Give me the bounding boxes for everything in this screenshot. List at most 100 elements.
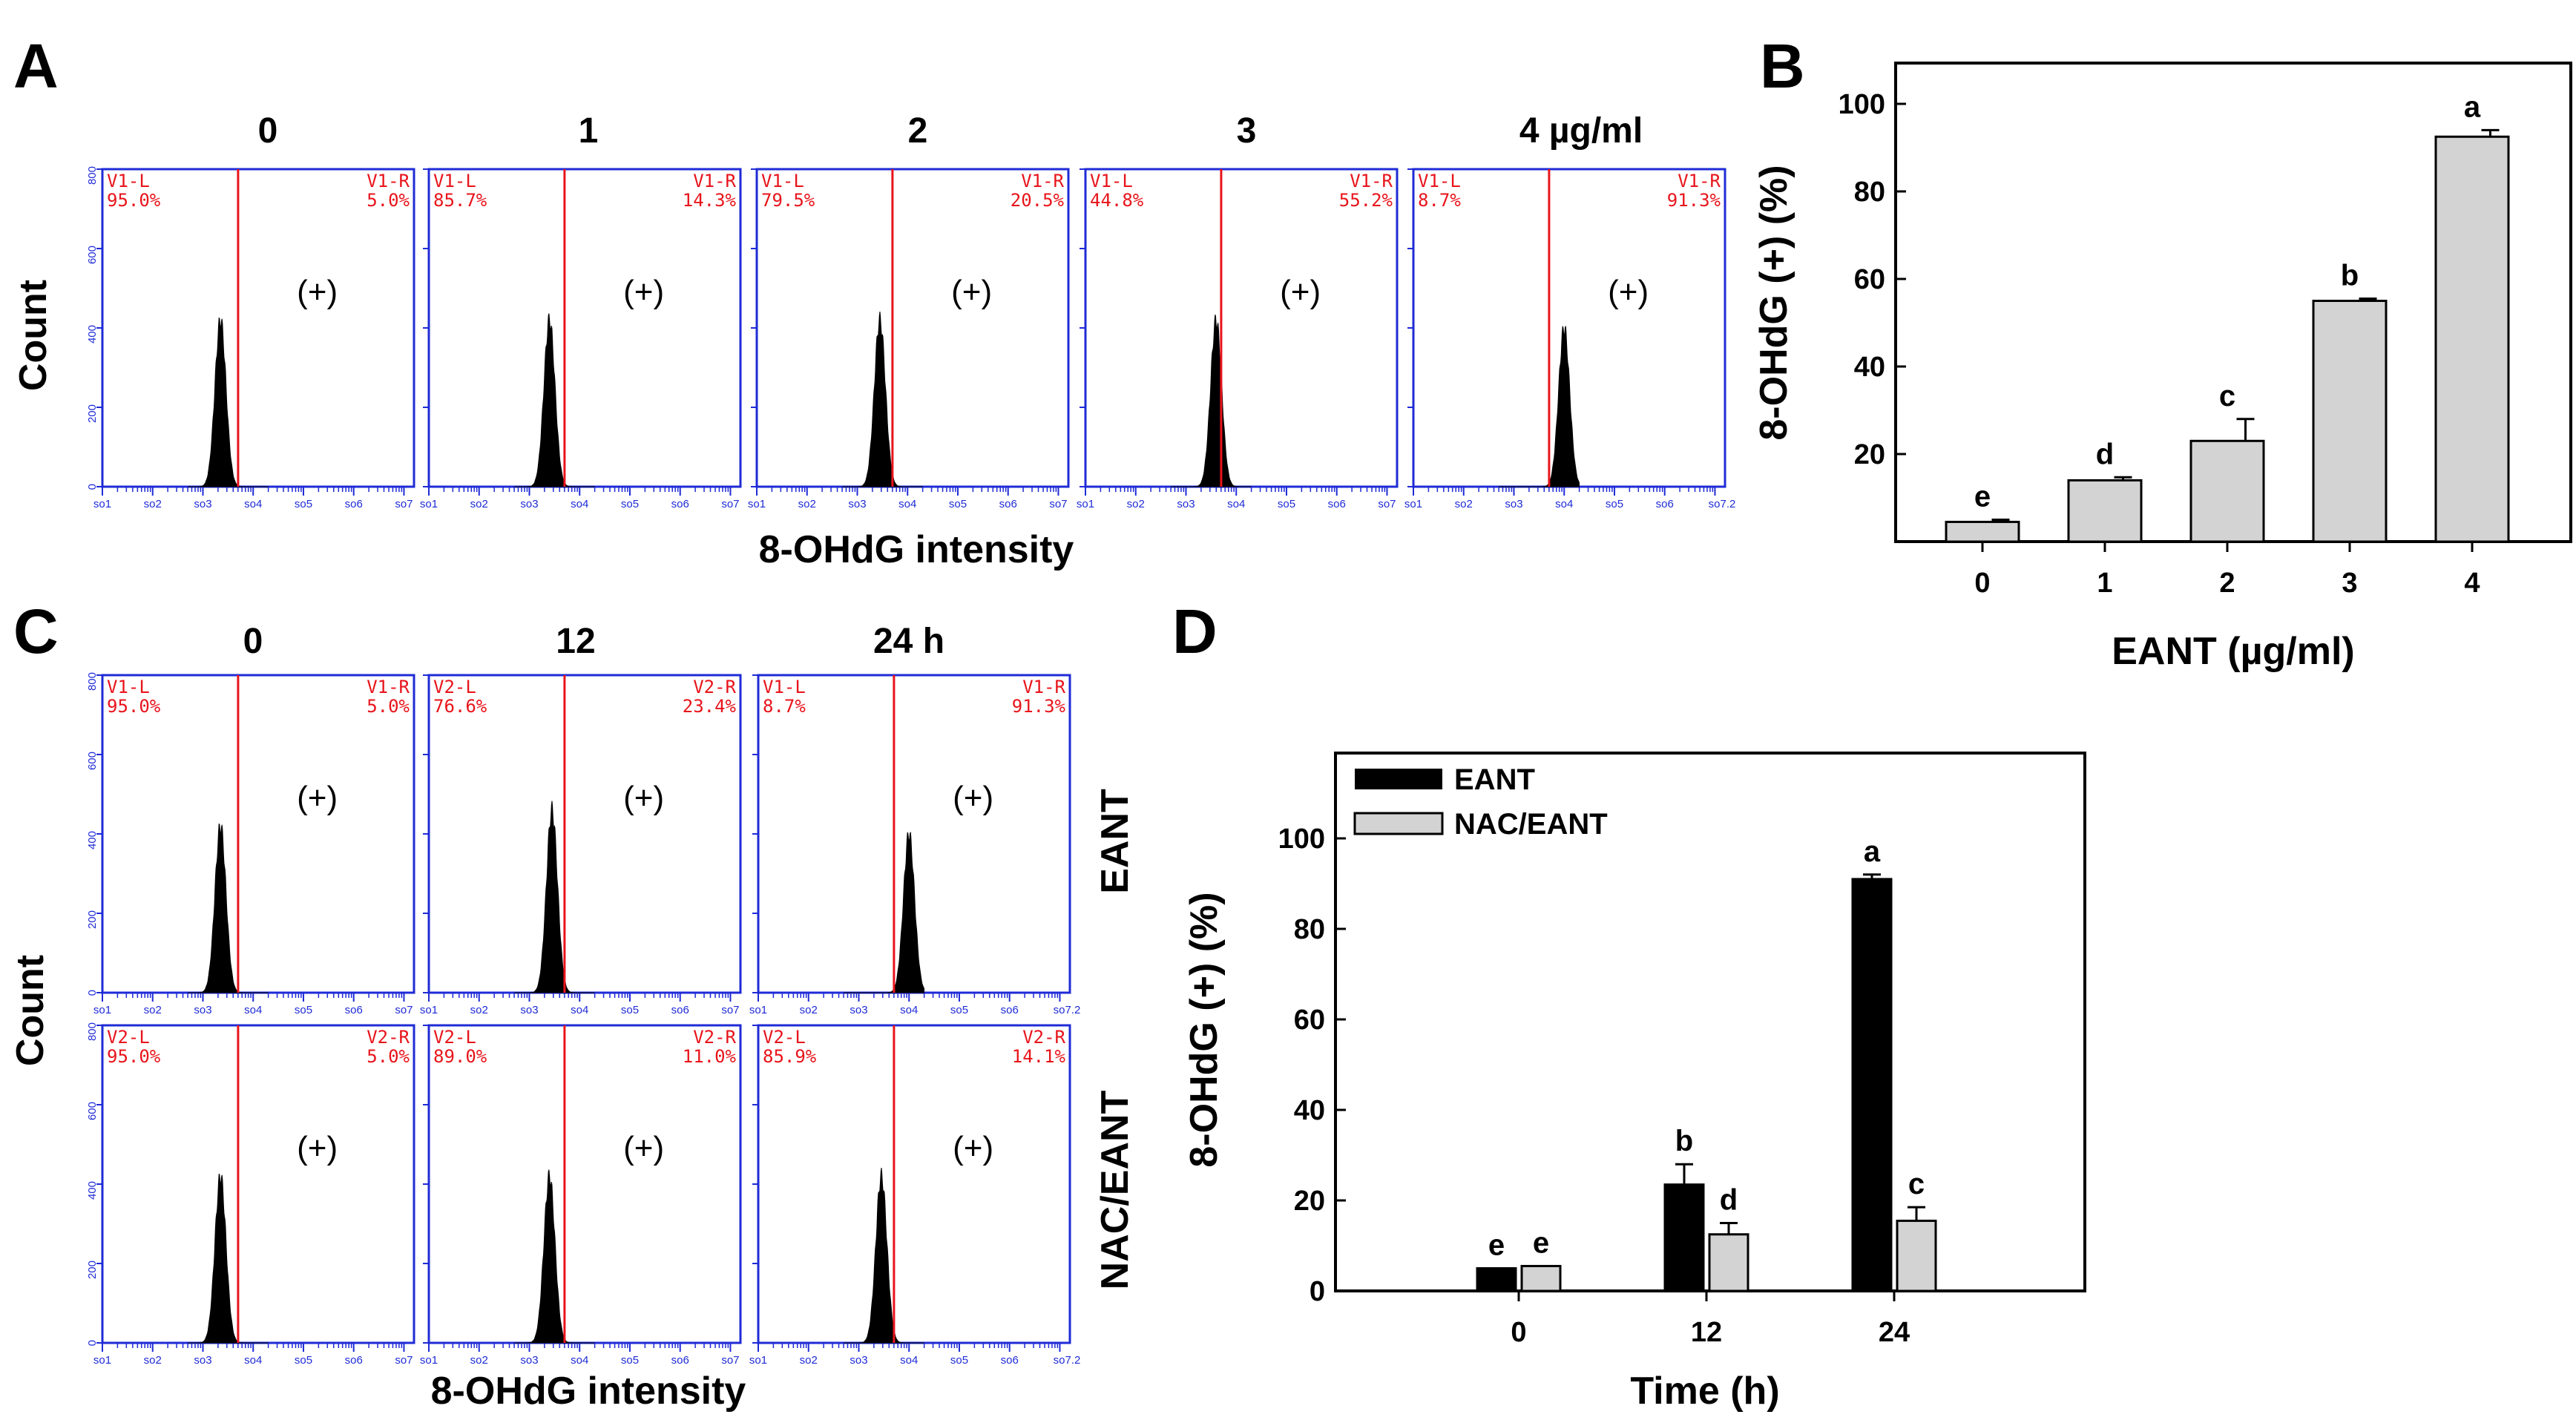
flow-y-tick-label: 800 (86, 672, 99, 691)
flow-x-tick-label: so4 (571, 1004, 588, 1016)
gate-right-name: V1-R (1350, 171, 1393, 191)
flow-plot: 0 200 400 600 800 so1 so2 so3 so4 so5 so6 so7 V1-L95… (86, 166, 415, 510)
flow-y-tick-label: 200 (86, 1261, 99, 1279)
flow-y-tick-label: 0 (86, 1340, 99, 1346)
flow-x-tick-label: so5 (1606, 498, 1623, 510)
flow-histogram (844, 1168, 924, 1344)
panel-b-bar (1945, 520, 2020, 543)
flow-plot: so1 so2 so3 so4 so5 so6 so7 V2-L76.6% V2-R23.4% (… (420, 674, 742, 1016)
flow-x-tick-label: so7 (1049, 498, 1067, 510)
panel-b-x-tick-label: 3 (2342, 568, 2357, 599)
flow-plot: so1 so2 so3 so4 so5 so6 so7 V1-L79.5% V1-R20.5% (… (748, 168, 1070, 510)
flow-plot-frame (427, 674, 742, 994)
gate-right-name: V1-R (1678, 171, 1721, 191)
panel-c-row-label-eant: EANT (1094, 789, 1137, 894)
positive-region-label: (+) (623, 780, 664, 816)
flow-x-tick-label: so6 (1001, 1354, 1019, 1367)
flow-x-tick-label: so7 (721, 1004, 739, 1016)
positive-region-label: (+) (1608, 274, 1649, 310)
flow-plot: 0 200 400 600 800 so1 so2 so3 so4 so5 so6 so7 V2-L95… (86, 1022, 415, 1367)
gate-right-name: V1-R (693, 171, 736, 191)
positive-region-label: (+) (297, 1130, 338, 1166)
panel-b-x-tick-label: 0 (1974, 568, 1990, 599)
flow-plot: so1 so2 so3 so4 so5 so6 so7.2 V1-L8.7% V1-R91.3%… (1404, 168, 1735, 510)
panel-b-y-tick-label: 40 (1854, 352, 1885, 383)
panel-b-y-tick-label: 60 (1854, 264, 1885, 295)
panel-b-y-tick-label: 100 (1839, 89, 1885, 120)
flow-plot: so1 so2 so3 so4 so5 so6 so7.2 V1-L8.7% V1-R91.3%… (749, 674, 1080, 1016)
flow-x-tick-label: so6 (1001, 1004, 1019, 1016)
flow-x-tick-label: so7 (721, 1354, 739, 1367)
gate-right-name: V1-R (367, 677, 410, 697)
panel-d-significance-letter: b (1675, 1125, 1693, 1157)
panel-a-count-label: Count (12, 280, 55, 391)
flow-x-tick-label: so5 (621, 498, 639, 510)
panel-c-row-label-nac: NAC/EANT (1094, 1090, 1137, 1289)
panel-d-bar-nac (1896, 1219, 1937, 1292)
panel-d-significance-letter: c (1908, 1168, 1925, 1200)
gate-left-percent: 8.7% (1418, 190, 1461, 211)
panel-a-header: 3 (1237, 111, 1257, 151)
gate-left-percent: 76.6% (433, 696, 487, 717)
gate-left-name: V1-L (1090, 171, 1133, 191)
flow-plot-frame (101, 674, 415, 994)
flow-x-tick-label: so3 (848, 498, 866, 510)
panel-b-significance-letter: e (1974, 481, 1991, 513)
flow-x-tick-label: so5 (621, 1004, 639, 1016)
panel-d-legend: EANT NAC/EANT (1353, 763, 1608, 841)
panel-b-x-axis-title: EANT (µg/ml) (2112, 630, 2355, 673)
gate-left-percent: 89.0% (433, 1046, 487, 1067)
flow-x-tick-label: so7 (721, 498, 739, 510)
flow-x-tick-label: so2 (798, 498, 816, 510)
flow-x-tick-label: so6 (345, 1004, 363, 1016)
flow-x-tick-label: so1 (420, 1004, 438, 1016)
gate-right-percent: 23.4% (683, 696, 737, 717)
flow-x-tick-label: so7.2 (1054, 1354, 1081, 1367)
flow-histogram (844, 832, 925, 993)
panel-b-y-axis-title: 8-OHdG (+) (%) (1752, 165, 1795, 440)
panel-d-x-axis-title: Time (h) (1630, 1370, 1779, 1413)
panel-a-headers: 0 1 2 3 4 µg/ml (258, 111, 1643, 151)
flow-x-tick-label: so1 (420, 498, 438, 510)
positive-region-label: (+) (953, 1130, 993, 1166)
gate-right-percent: 91.3% (1667, 190, 1721, 211)
panel-d-bar-eant (1476, 1267, 1517, 1292)
panel-d-bar-eant (1851, 878, 1893, 1292)
flow-histogram (1499, 326, 1580, 487)
flow-x-tick-label: so2 (1127, 498, 1145, 510)
panel-d-significance-letter: d (1720, 1184, 1738, 1217)
gate-right-percent: 14.3% (683, 190, 737, 211)
flow-x-tick-label: so2 (800, 1354, 818, 1367)
panel-letter-b: B (1760, 31, 1805, 101)
panel-d-bar-nac (1708, 1233, 1749, 1292)
flow-plot: so1 so2 so3 so4 so5 so6 so7 V1-L85.7% V1-R14.3% (… (420, 168, 742, 510)
panel-d-significance-letter: a (1864, 835, 1881, 868)
flow-x-tick-label: so1 (749, 1354, 767, 1367)
flow-x-tick-label: so6 (345, 1354, 363, 1367)
gate-right-name: V1-R (1022, 677, 1065, 697)
flow-x-tick-label: so4 (244, 1354, 262, 1367)
gate-right-name: V2-R (693, 1027, 736, 1048)
gate-right-name: V1-R (1021, 171, 1064, 191)
panel-b-bar (2067, 479, 2143, 543)
legend-label-eant: EANT (1454, 763, 1535, 796)
panel-d-plot-frame (1334, 752, 2086, 1292)
panel-d-y-tick-label: 40 (1294, 1095, 1325, 1126)
flow-plot-frame (101, 168, 415, 488)
positive-region-label: (+) (1280, 274, 1321, 310)
gate-left-name: V1-L (107, 171, 150, 191)
flow-x-tick-label: so2 (144, 1354, 162, 1367)
flow-histogram (514, 313, 595, 487)
gate-left-name: V2-L (107, 1027, 150, 1048)
panel-d-x-tick-label: 0 (1511, 1317, 1526, 1348)
flow-x-tick-label: so5 (295, 1004, 312, 1016)
flow-x-tick-label: so3 (520, 1354, 538, 1367)
gate-left-name: V1-L (763, 677, 806, 697)
flow-x-tick-label: so4 (571, 1354, 588, 1367)
flow-y-tick-label: 800 (86, 1022, 99, 1041)
gate-left-percent: 79.5% (761, 190, 815, 211)
panel-b-bar (2434, 135, 2510, 543)
flow-x-tick-label: so4 (900, 1004, 918, 1016)
